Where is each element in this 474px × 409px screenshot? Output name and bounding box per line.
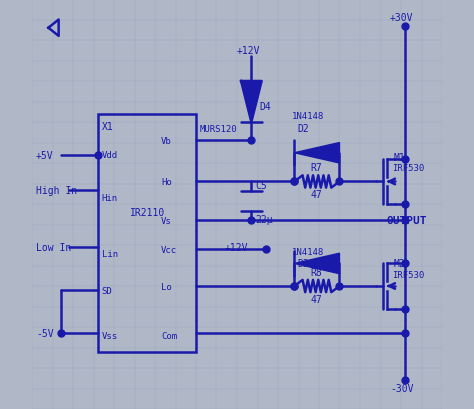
Text: OUTPUT: OUTPUT [387, 215, 427, 225]
Text: MURS120: MURS120 [200, 124, 238, 133]
Polygon shape [294, 143, 339, 164]
Text: Vdd: Vdd [102, 151, 118, 160]
Text: Vss: Vss [102, 331, 118, 340]
Text: M2: M2 [393, 259, 405, 269]
Text: M1: M1 [393, 153, 405, 162]
Text: IRF530: IRF530 [392, 270, 424, 279]
Text: 1N4148: 1N4148 [292, 112, 325, 121]
Text: C5: C5 [255, 180, 267, 190]
Text: -5V: -5V [36, 328, 54, 338]
Text: 47: 47 [311, 189, 322, 199]
Text: Lo: Lo [161, 282, 172, 291]
Text: 22μ: 22μ [255, 215, 273, 225]
Text: 47: 47 [311, 294, 322, 304]
Text: Lin: Lin [102, 249, 118, 258]
Text: Vs: Vs [161, 216, 172, 225]
Text: D3: D3 [298, 259, 310, 269]
Text: High In: High In [36, 185, 77, 195]
Text: +12V: +12V [237, 46, 261, 56]
Text: Vb: Vb [161, 137, 172, 146]
Polygon shape [294, 254, 339, 274]
Text: -30V: -30V [390, 383, 413, 393]
Text: R8: R8 [311, 267, 322, 277]
Text: Low In: Low In [36, 243, 72, 252]
Text: Hin: Hin [102, 194, 118, 203]
Bar [98, 115, 196, 352]
Polygon shape [241, 82, 262, 123]
Text: SD: SD [102, 286, 112, 295]
Text: D4: D4 [260, 101, 271, 111]
Text: 1N4148: 1N4148 [292, 247, 325, 256]
Text: IRF530: IRF530 [392, 164, 424, 173]
Text: +5V: +5V [36, 151, 54, 160]
Text: Ho: Ho [161, 178, 172, 187]
Text: Com: Com [161, 331, 177, 340]
Text: D2: D2 [298, 124, 310, 134]
Text: Vcc: Vcc [161, 245, 177, 254]
Text: IR2110: IR2110 [130, 208, 165, 218]
Text: R7: R7 [311, 163, 322, 173]
Text: X1: X1 [102, 122, 113, 132]
Text: +12V: +12V [225, 242, 248, 252]
Text: +30V: +30V [390, 13, 413, 23]
